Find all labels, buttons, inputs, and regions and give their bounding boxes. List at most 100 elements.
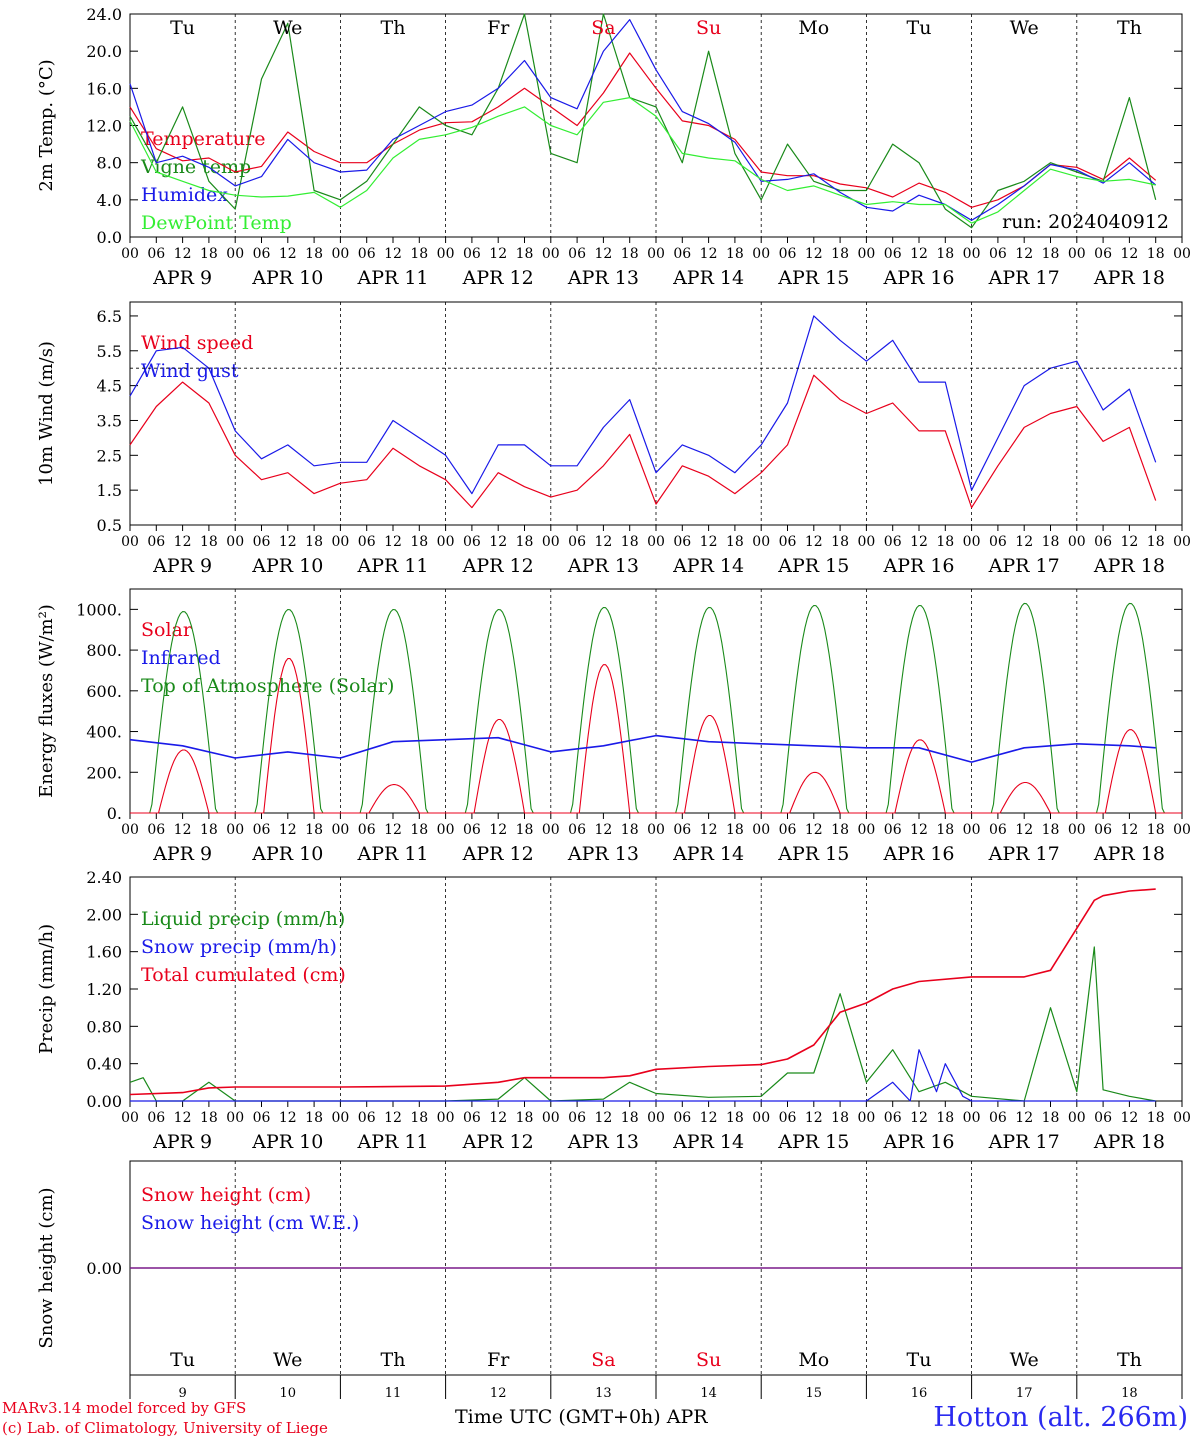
x-hour-label: 12 [174,246,192,262]
x-hour-label: 00 [331,1110,349,1126]
x-date-label: APR 16 [882,555,954,577]
x-hour-label: 00 [542,246,560,262]
x-hour-label: 18 [1147,822,1165,838]
legend-entry: Snow height (cm) [141,1184,311,1206]
x-hour-label: 00 [331,534,349,550]
x-hour-label: 18 [516,534,534,550]
x-date-label: APR 12 [462,843,534,865]
y-tick-label: 1.5 [97,481,122,500]
day-name-label: Fr [487,1349,510,1371]
x-hour-label: 12 [910,1110,928,1126]
x-hour-label: 12 [1015,822,1033,838]
day-name-label: We [1010,1349,1039,1371]
x-hour-label: 00 [1173,534,1191,550]
x-hour-label: 00 [121,822,139,838]
x-hour-label: 12 [594,534,612,550]
x-hour-label: 00 [1068,822,1086,838]
x-hour-label: 18 [516,822,534,838]
x-hour-label: 00 [1173,1110,1191,1126]
x-hour-label: 00 [226,246,244,262]
run-label: run: 2024040912 [1002,211,1169,233]
x-hour-label: 12 [279,534,297,550]
day-name-label: Th [1117,1349,1142,1371]
x-hour-label: 00 [1068,246,1086,262]
legend-entry: Infrared [141,647,221,669]
x-hour-label: 00 [647,822,665,838]
x-hour-label: 00 [1173,822,1191,838]
x-hour-label: 06 [568,534,586,550]
day-name-label: We [273,17,302,39]
x-hour-label: 12 [1015,1110,1033,1126]
x-hour-label: 18 [1147,246,1165,262]
x-hour-label: 18 [200,534,218,550]
x-hour-label: 12 [910,534,928,550]
x-hour-label: 12 [1120,534,1138,550]
x-hour-label: 00 [857,822,875,838]
x-day-number: 16 [911,1386,928,1401]
x-date-label: APR 9 [152,843,212,865]
legend-entry: Top of Atmosphere (Solar) [141,675,394,697]
wind-gust-line [129,315,1157,495]
day-name-label: Su [696,17,721,39]
x-hour-label: 06 [147,1110,165,1126]
x-hour-label: 18 [726,1110,744,1126]
x-hour-label: 06 [884,822,902,838]
x-hour-label: 18 [305,1110,323,1126]
x-hour-label: 18 [621,1110,639,1126]
x-date-label: APR 9 [152,555,212,577]
y-tick-label: 0.00 [86,1092,122,1111]
x-hour-label: 18 [410,534,428,550]
x-hour-label: 12 [279,1110,297,1126]
x-hour-label: 18 [410,1110,428,1126]
y-tick-label: 6.5 [97,307,122,326]
x-hour-label: 06 [884,246,902,262]
x-date-label: APR 11 [356,843,428,865]
x-date-label: APR 16 [882,843,954,865]
day-name-label: Tu [907,1349,932,1371]
x-date-label: APR 14 [672,843,744,865]
x-hour-label: 18 [936,246,954,262]
x-hour-label: 18 [1042,1110,1060,1126]
x-date-label: APR 17 [988,1131,1060,1153]
x-date-label: APR 15 [777,555,849,577]
x-hour-label: 06 [884,534,902,550]
x-hour-label: 12 [489,822,507,838]
y-tick-label: 24.0 [86,5,122,24]
x-hour-label: 18 [200,1110,218,1126]
x-hour-label: 00 [121,534,139,550]
x-hour-label: 06 [253,822,271,838]
y-axis-label: Snow height (cm) [36,1187,57,1348]
x-date-label: APR 12 [462,267,534,289]
legend-entry: DewPoint Temp [141,212,292,234]
x-hour-label: 12 [700,534,718,550]
x-hour-label: 00 [437,1110,455,1126]
x-hour-label: 18 [936,534,954,550]
y-tick-label: 4.0 [97,191,122,210]
y-tick-label: 800. [86,641,122,660]
x-hour-label: 12 [279,822,297,838]
x-hour-label: 00 [331,822,349,838]
y-tick-label: 0.40 [86,1055,122,1074]
day-name-label: Mo [798,1349,829,1371]
x-date-label: APR 18 [1093,555,1165,577]
day-name-label: Su [696,1349,721,1371]
x-hour-label: 00 [121,246,139,262]
legend-entry: Vigne temp [140,156,251,178]
solar-line [130,658,1182,814]
y-axis-label: 10m Wind (m/s) [36,341,57,486]
x-hour-label: 00 [752,1110,770,1126]
x-hour-label: 12 [489,246,507,262]
x-hour-label: 06 [1094,246,1112,262]
x-hour-label: 18 [200,246,218,262]
x-hour-label: 00 [1068,1110,1086,1126]
x-hour-label: 00 [963,822,981,838]
x-hour-label: 00 [1068,534,1086,550]
total-cumulated-cm-line [129,888,1156,1096]
y-tick-label: 600. [86,682,122,701]
x-hour-label: 12 [910,822,928,838]
x-hour-label: 12 [489,1110,507,1126]
x-hour-label: 18 [305,822,323,838]
day-name-label: Sa [591,1349,615,1371]
x-date-label: APR 11 [356,267,428,289]
y-tick-label: 1000. [76,600,122,619]
